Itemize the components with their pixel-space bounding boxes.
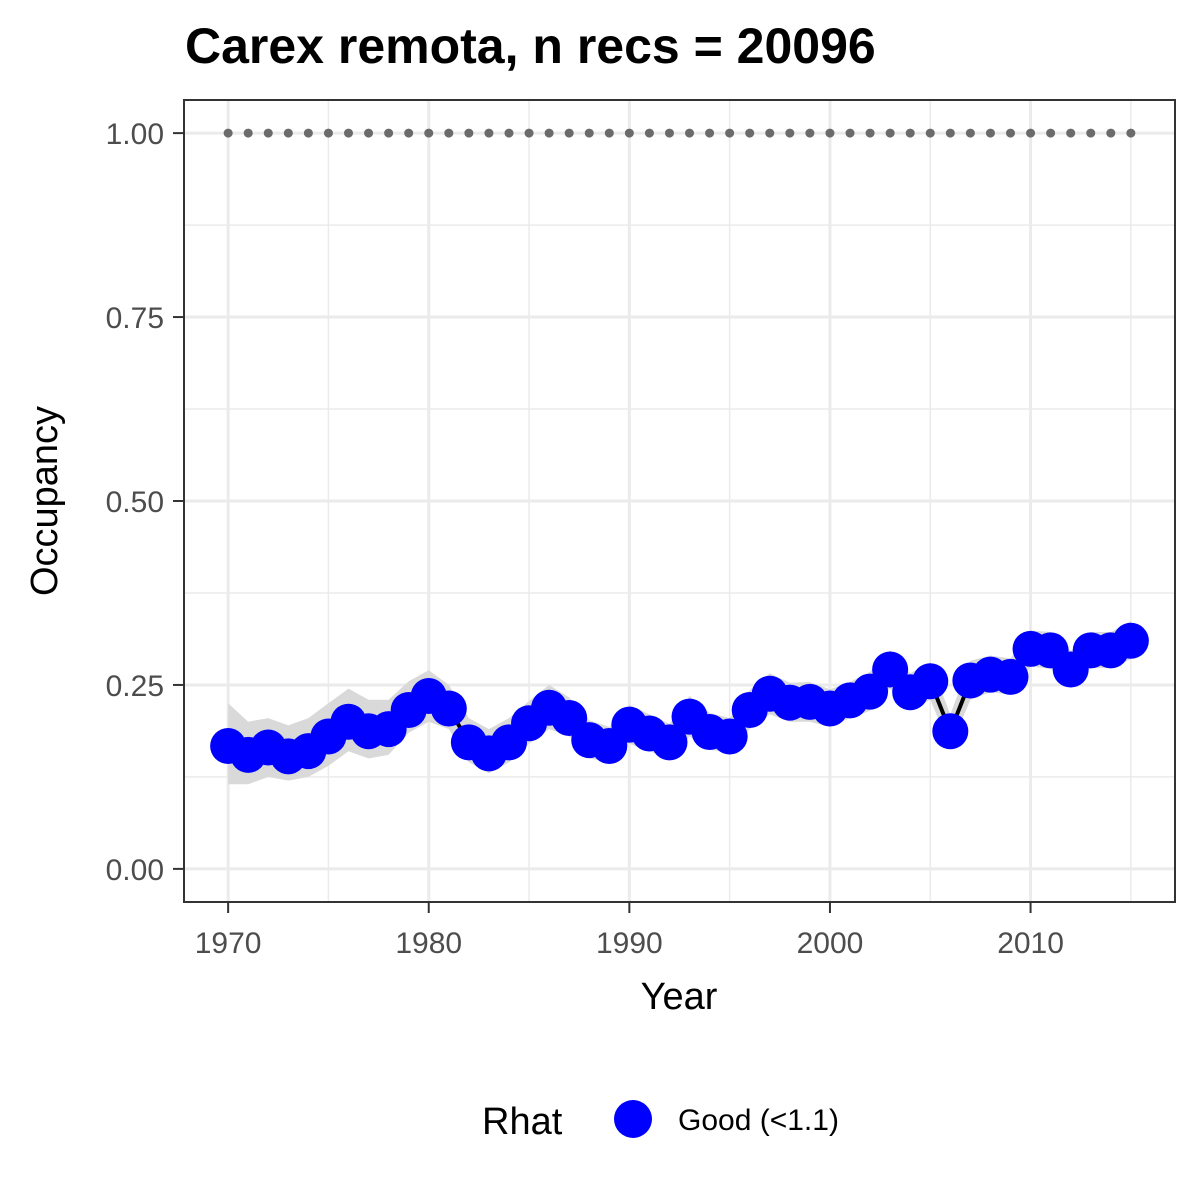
occupancy-points — [210, 622, 1149, 775]
reference-point — [323, 128, 333, 138]
x-axis-title: Year — [641, 976, 718, 1018]
reference-point — [865, 128, 875, 138]
reference-point — [805, 128, 815, 138]
reference-point — [845, 128, 855, 138]
reference-point — [685, 128, 695, 138]
reference-point — [384, 128, 394, 138]
reference-point — [364, 128, 374, 138]
legend: Rhat Good (<1.1) — [482, 1100, 839, 1143]
reference-point — [484, 128, 494, 138]
reference-point — [564, 128, 574, 138]
chart-title: Carex remota, n recs = 20096 — [185, 18, 876, 74]
reference-point — [745, 128, 755, 138]
reference-point — [885, 128, 895, 138]
reference-point — [985, 128, 995, 138]
reference-point — [544, 128, 554, 138]
x-axis: 1970 1980 1990 2000 2010 — [195, 902, 1064, 960]
reference-point — [1086, 128, 1096, 138]
x-tick-label: 1970 — [195, 927, 262, 960]
y-tick-label: 0.75 — [106, 302, 164, 335]
reference-point — [524, 128, 534, 138]
reference-point — [263, 128, 273, 138]
reference-point — [825, 128, 835, 138]
x-tick-label: 1990 — [596, 927, 663, 960]
reference-point — [283, 128, 293, 138]
legend-title: Rhat — [482, 1101, 563, 1143]
data-point — [932, 713, 969, 750]
reference-point — [945, 128, 955, 138]
reference-point — [1046, 128, 1056, 138]
y-axis-title: Occupancy — [24, 406, 66, 596]
reference-point — [223, 128, 233, 138]
y-axis: 0.00 0.25 0.50 0.75 1.00 — [106, 118, 184, 887]
reference-point — [303, 128, 313, 138]
x-tick-label: 2010 — [997, 927, 1064, 960]
reference-point — [925, 128, 935, 138]
reference-line — [223, 128, 1136, 138]
reference-point — [624, 128, 634, 138]
reference-point — [785, 128, 795, 138]
data-point — [651, 724, 688, 761]
reference-point — [1126, 128, 1136, 138]
reference-point — [664, 128, 674, 138]
reference-point — [705, 128, 715, 138]
reference-point — [725, 128, 735, 138]
reference-point — [604, 128, 614, 138]
data-point — [1112, 622, 1149, 659]
reference-point — [424, 128, 434, 138]
data-point — [992, 658, 1029, 695]
reference-point — [243, 128, 253, 138]
reference-point — [404, 128, 414, 138]
y-tick-label: 1.00 — [106, 118, 164, 151]
reference-point — [1066, 128, 1076, 138]
data-point — [912, 663, 949, 700]
data-point — [430, 690, 467, 727]
reference-point — [765, 128, 775, 138]
legend-key-good — [614, 1100, 652, 1138]
reference-point — [343, 128, 353, 138]
reference-point — [644, 128, 654, 138]
x-tick-label: 1980 — [395, 927, 462, 960]
reference-point — [905, 128, 915, 138]
y-tick-label: 0.50 — [106, 486, 164, 519]
x-tick-label: 2000 — [797, 927, 864, 960]
y-tick-label: 0.00 — [106, 854, 164, 887]
data-point — [711, 718, 748, 755]
reference-point — [965, 128, 975, 138]
y-tick-label: 0.25 — [106, 670, 164, 703]
reference-point — [444, 128, 454, 138]
reference-point — [584, 128, 594, 138]
legend-label-good: Good (<1.1) — [678, 1104, 839, 1137]
reference-point — [1006, 128, 1016, 138]
reference-point — [1026, 128, 1036, 138]
reference-point — [1106, 128, 1116, 138]
reference-point — [464, 128, 474, 138]
reference-point — [504, 128, 514, 138]
